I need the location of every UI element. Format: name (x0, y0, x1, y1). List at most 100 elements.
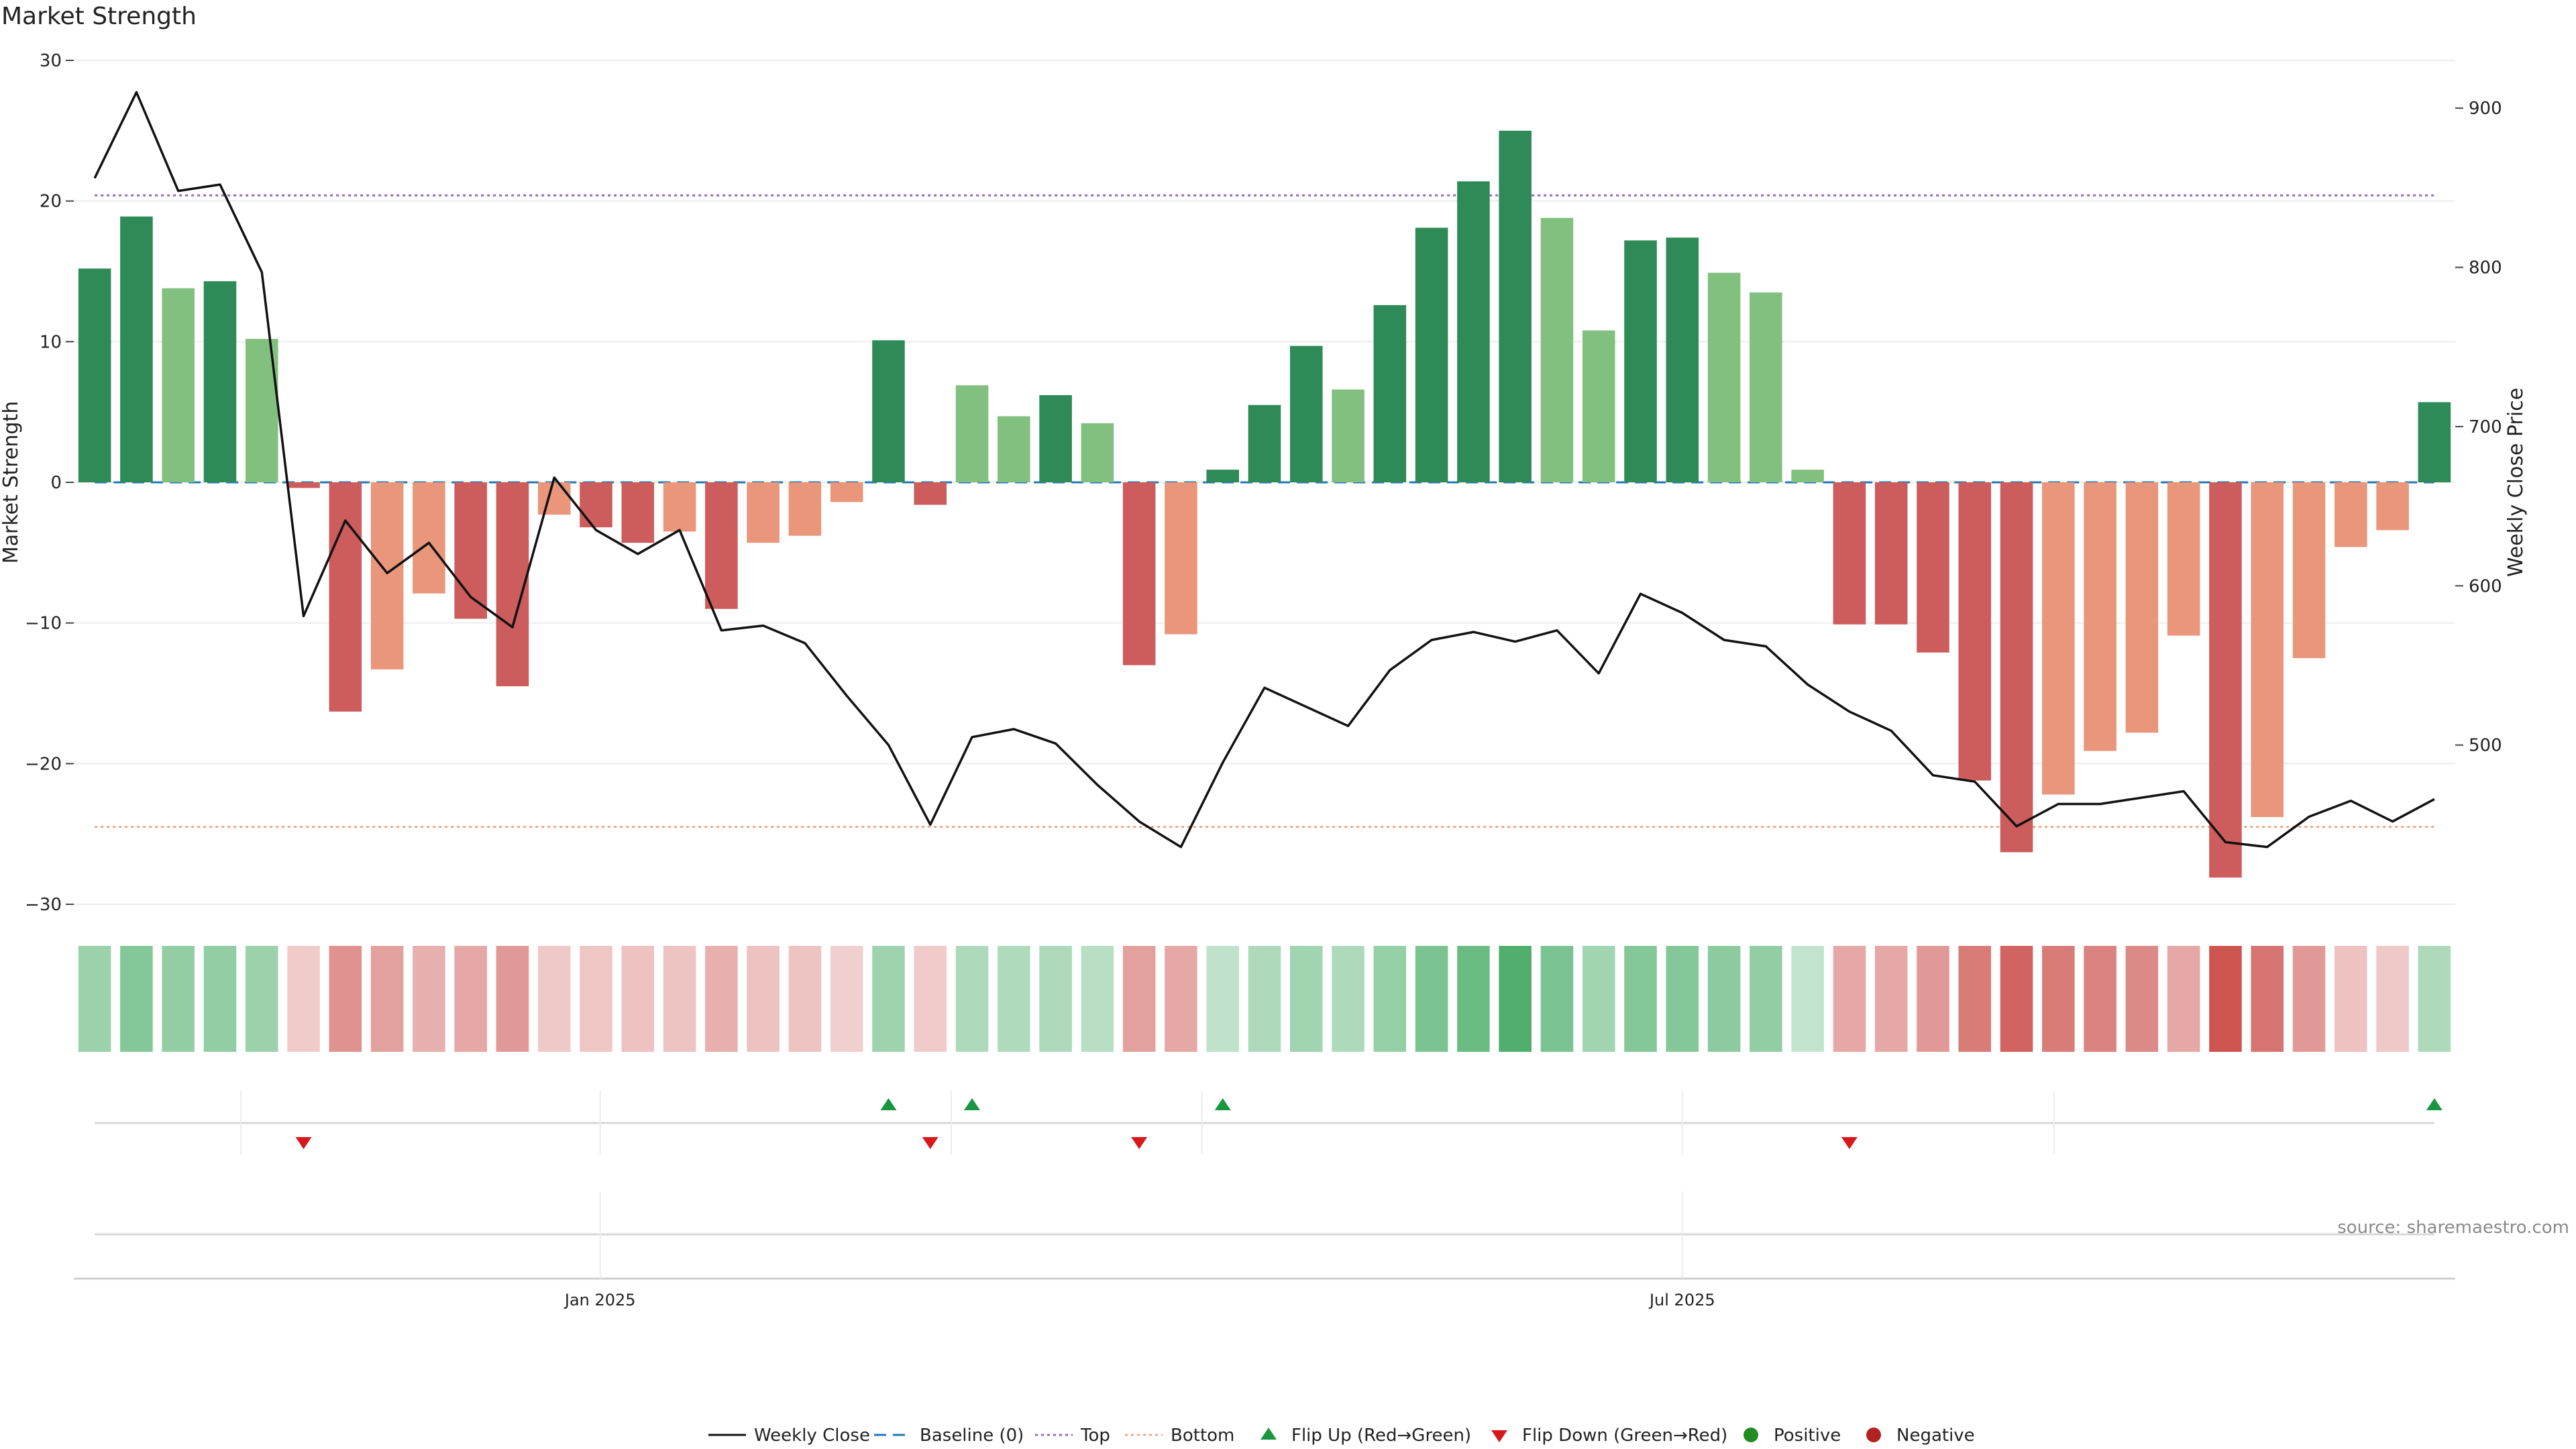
strength-bar (1039, 395, 1072, 482)
heat-cell (955, 946, 989, 1052)
legend-label: Top (1080, 1426, 1110, 1446)
legend-label: Negative (1896, 1426, 1975, 1446)
weekly-close-series (93, 91, 2435, 849)
strength-bar (1122, 482, 1156, 665)
heat-cell (78, 946, 111, 1052)
y-tick-label: 20 (40, 192, 62, 212)
strength-bar (2042, 482, 2075, 795)
legend: Weekly Close Baseline (0) Top Bottom Flip Up… (708, 1426, 1975, 1446)
y-tick-label: 0 (50, 473, 62, 493)
heat-cell (1415, 946, 1448, 1052)
y-tick-label: −10 (25, 614, 62, 634)
strength-bar (1206, 470, 1240, 482)
heat-cell (203, 946, 237, 1052)
heat-cell (580, 946, 612, 1052)
flip-down-marker (295, 1137, 312, 1149)
flip-down-marker (922, 1137, 938, 1149)
y2-axis-title: Weekly Close Price (2504, 388, 2528, 577)
strength-bar (1791, 470, 1824, 482)
y-tick-label: 30 (40, 51, 62, 71)
strength-bar (1373, 305, 1407, 482)
heat-cell (1039, 946, 1072, 1052)
strength-bar (537, 482, 571, 515)
flip-up-marker (1214, 1098, 1231, 1110)
strength-bar (830, 482, 863, 502)
flip-down-marker (1841, 1137, 1858, 1149)
y2-tick-label: 800 (2469, 258, 2502, 278)
strength-bar (788, 482, 822, 536)
legend-marker-flip-up (1260, 1428, 1277, 1440)
strength-bar (329, 482, 362, 712)
strength-bar (162, 288, 195, 482)
strength-bar (1958, 482, 1992, 781)
heat-cell (872, 946, 905, 1052)
y-tick-label: −20 (25, 754, 62, 774)
heat-cell (287, 946, 320, 1052)
heat-cell (496, 946, 529, 1052)
strength-bar (1833, 482, 1866, 625)
x-tick-label: Jul 2025 (1648, 1291, 1715, 1309)
heat-cell (2209, 946, 2242, 1052)
heat-cell (1373, 946, 1407, 1052)
strength-bar (955, 385, 989, 482)
strength-bar (1874, 482, 1908, 625)
strength-bar (1582, 330, 1615, 482)
heat-cell (1206, 946, 1240, 1052)
strength-bar (1540, 217, 1574, 482)
strength-bar (2376, 482, 2409, 531)
strength-bar (1457, 181, 1490, 482)
heat-cell (120, 946, 153, 1052)
strength-bar (663, 482, 696, 532)
lower-panel: Jan 2025 Jul 2025 (74, 1191, 2455, 1309)
heat-cell (413, 946, 445, 1052)
strength-bar (1624, 240, 1657, 482)
strength-bar (2418, 402, 2451, 482)
heat-cell (998, 946, 1030, 1052)
heat-cell (2125, 946, 2159, 1052)
strength-bar (580, 482, 612, 528)
heat-cell (1750, 946, 1782, 1052)
heat-cell (162, 946, 195, 1052)
flip-markers (95, 1091, 2443, 1155)
heat-cell (454, 946, 487, 1052)
heat-cell (788, 946, 822, 1052)
strength-bar (120, 216, 153, 482)
heat-cell (1499, 946, 1532, 1052)
strength-bar (2000, 482, 2033, 853)
legend-label: Baseline (0) (920, 1426, 1024, 1446)
strength-bar (1707, 272, 1741, 482)
chart-title: Market Strength (1, 3, 197, 30)
legend-label: Positive (1774, 1426, 1841, 1446)
strength-bar (203, 281, 237, 482)
heat-cell (1332, 946, 1364, 1052)
strength-bar (1165, 482, 1197, 635)
strength-bar (1917, 482, 1949, 653)
strength-bar (287, 482, 320, 488)
heat-cell (1289, 946, 1323, 1052)
flip-down-marker (1131, 1137, 1148, 1149)
strength-bar (914, 482, 947, 505)
heat-cell (1707, 946, 1741, 1052)
legend-label: Flip Down (Green→Red) (1522, 1426, 1727, 1446)
strength-bar (370, 482, 404, 669)
strength-bar (1081, 423, 1114, 482)
y2-tick-label: 900 (2469, 99, 2502, 119)
legend-marker-flip-down (1491, 1430, 1507, 1442)
strength-bar (2084, 482, 2116, 751)
strength-bar (2334, 482, 2367, 547)
strength-bar (1415, 227, 1448, 482)
heat-cell (2251, 946, 2284, 1052)
strength-bar (1750, 292, 1782, 482)
flip-up-marker (964, 1098, 981, 1110)
heat-cell (1081, 946, 1114, 1052)
heat-cell (2167, 946, 2200, 1052)
x-tick-label: Jan 2025 (564, 1291, 636, 1309)
heat-cell (2042, 946, 2075, 1052)
strength-bar (621, 482, 655, 543)
heat-cell (1540, 946, 1574, 1052)
strength-bar (1289, 345, 1323, 482)
heat-cell (1917, 946, 1949, 1052)
y2-tick-label: 500 (2469, 736, 2502, 756)
heat-cell (2418, 946, 2451, 1052)
